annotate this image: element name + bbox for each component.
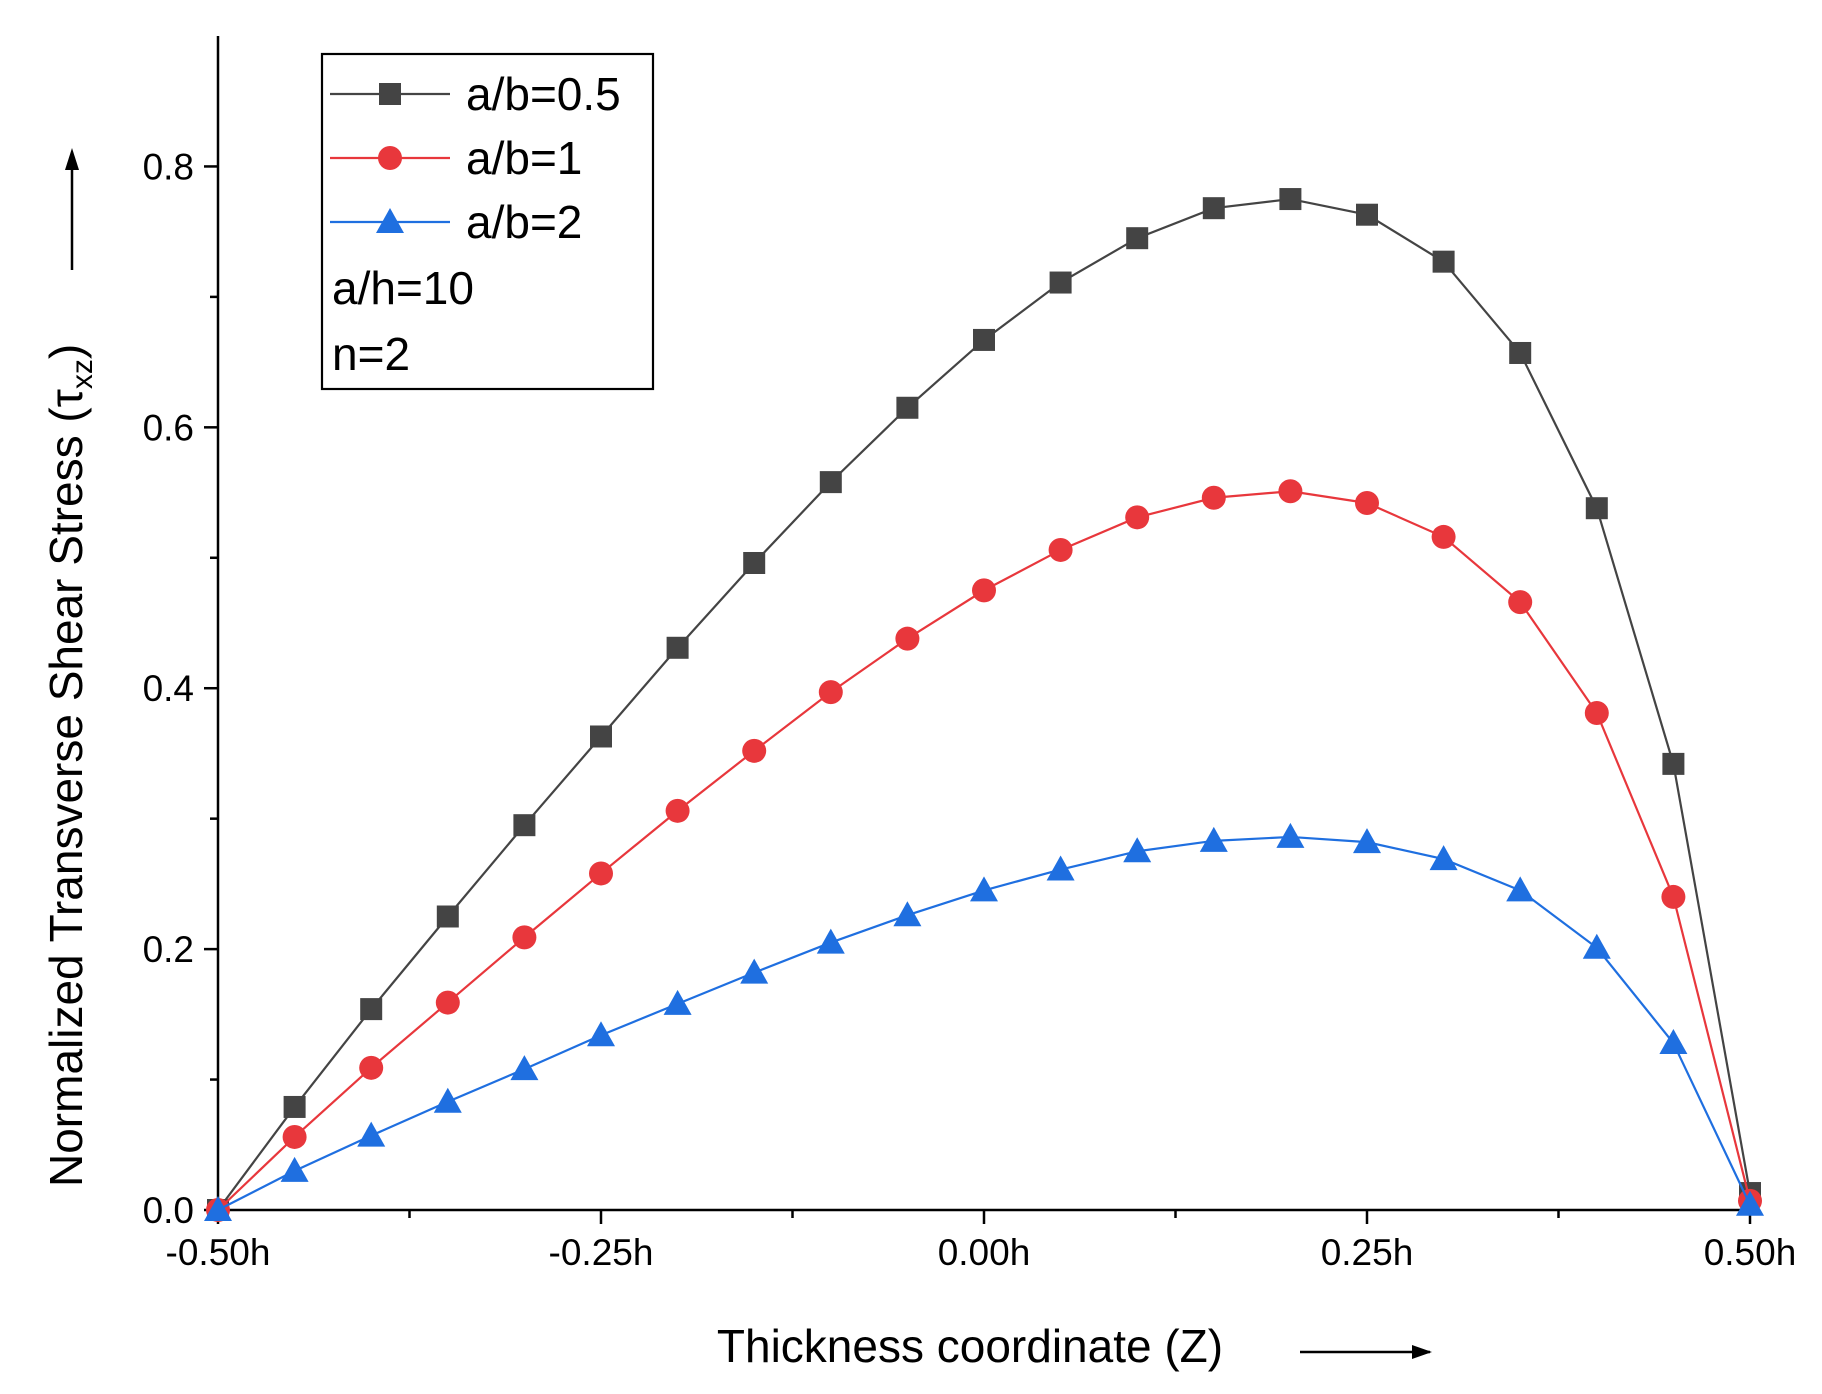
legend-note: n=2 [332,328,410,380]
y-axis-title-main: Normalized Transverse Shear Stress ( [40,407,92,1187]
data-point [589,861,613,886]
data-point [816,928,845,954]
data-point [510,1055,539,1081]
y-axis-title-symbol: τ [40,389,92,407]
data-point [1582,933,1611,959]
data-point [282,1124,307,1149]
x-tick-label: 0.00h [938,1232,1031,1273]
data-point [1432,250,1455,273]
data-point [1509,341,1532,364]
data-point [590,725,612,748]
y-axis-arrow-icon [65,148,79,170]
data-point [280,1156,309,1182]
series-layer [204,188,1764,1222]
data-point [1048,537,1073,562]
legend-note: a/h=10 [332,262,474,314]
data-point [357,1121,386,1147]
data-point [1123,837,1152,863]
data-point [1279,188,1302,211]
data-point [1429,845,1458,871]
y-axis-title-close: ) [40,344,92,359]
data-point [433,1087,462,1113]
y-tick-label: 0.4 [143,668,194,709]
series-square [207,188,1761,1221]
y-tick-label: 0.2 [143,929,194,970]
data-point [1278,479,1303,504]
data-point [587,1021,615,1047]
data-point [1201,485,1226,510]
data-point [819,471,842,494]
data-point [896,396,919,419]
data-point [1508,590,1533,615]
data-point [818,680,843,705]
legend-label: a/b=1 [466,132,582,184]
data-point [1431,524,1456,549]
data-point [743,551,766,574]
x-tick-label: -0.50h [166,1232,271,1273]
x-axis-title: Thickness coordinate (Z) [717,1320,1223,1372]
y-tick-label: 0.0 [143,1190,194,1231]
x-tick-label: -0.25h [549,1232,654,1273]
data-point [512,925,537,950]
legend-label: a/b=2 [466,196,582,248]
axes: -0.50h -0.25h 0.00h 0.25h 0.50h 0.0 0.2 0.4 0.6 0… [143,36,1797,1273]
legend-marker [376,208,404,233]
data-point [895,626,920,651]
series-circle [206,479,1762,1222]
data-point [1046,855,1075,881]
data-point [1661,884,1686,909]
legend-label: a/b=0.5 [466,68,621,120]
y-tick-label: 0.6 [143,407,194,448]
data-point [973,328,995,351]
data-point [1049,271,1072,294]
data-point [1126,227,1149,250]
data-point [972,578,996,603]
data-point [1356,203,1378,226]
data-point [1506,876,1535,902]
data-point [204,1196,232,1221]
data-point [740,958,769,984]
data-point [1353,828,1381,854]
y-axis-title-group: Normalized Transverse Shear Stress (τxz) [40,344,99,1187]
data-point [970,876,998,902]
data-point [742,738,767,763]
data-point [436,905,459,928]
data-point [513,814,536,837]
x-axis-arrow-icon [1412,1345,1432,1359]
data-point [1125,505,1150,530]
data-point [1585,497,1608,520]
data-point [1584,701,1609,726]
series-triangle [204,822,1764,1221]
data-point [1659,1029,1688,1055]
data-point [1662,752,1685,775]
data-point [360,998,383,1021]
data-point [1202,197,1225,220]
y-axis-title: Normalized Transverse Shear Stress (τxz) [40,344,99,1187]
y-axis-title-subscript: xz [66,359,99,389]
data-point [359,1055,384,1080]
data-point [283,1095,306,1118]
data-point [1736,1190,1764,1216]
x-tick-label: 0.50h [1704,1232,1797,1273]
x-tick-label: 0.25h [1321,1232,1414,1273]
data-point [435,990,460,1015]
data-point [666,636,689,659]
data-point [663,989,692,1015]
legend-marker [378,146,402,170]
data-point [893,901,922,927]
data-point [1199,826,1228,852]
legend-marker [379,83,401,105]
data-point [665,798,690,823]
y-tick-label: 0.8 [143,146,194,187]
data-point [1355,490,1379,515]
legend: a/b=0.5 a/b=1 a/b=2 a/h=10 n=2 [320,52,655,391]
data-point [1276,822,1305,848]
